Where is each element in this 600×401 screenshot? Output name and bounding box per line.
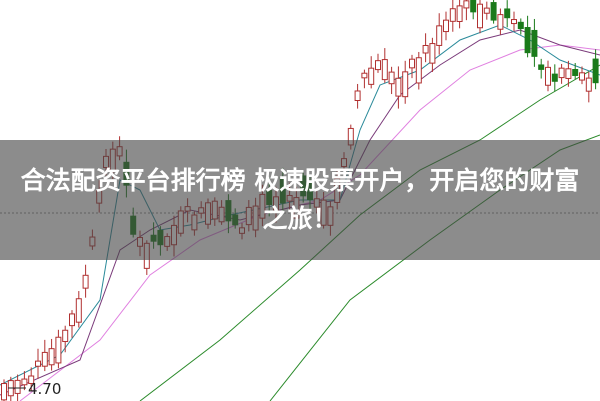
candle-body [483,7,490,14]
candle-body [558,67,565,79]
headline-banner: 合法配资平台排行榜 极速股票开户，开启您的财富 之旅！ [0,140,600,260]
candle-body [565,68,572,79]
candle-body [422,44,429,54]
candle-body [511,19,517,25]
candle-body [55,336,62,364]
candle-body [449,8,456,22]
candle-body [21,378,28,386]
low-price-label: 4.70 [28,380,62,398]
candle-body [48,348,55,366]
candle-body [504,8,511,19]
candle-body [82,274,89,289]
candle-body [35,360,41,367]
candle-body [463,0,470,9]
candle-body [524,27,531,54]
candle-body [375,60,381,71]
candle-body [381,59,388,81]
candle-body [517,21,524,30]
candle-body [592,58,599,84]
candle-body [402,71,409,98]
headline-line-2: 之旅！ [262,204,338,233]
candle-body [395,77,402,97]
candle-body [477,3,483,29]
candle-body [443,19,449,33]
candle-body [429,43,436,64]
candle-body [75,298,82,323]
candle-body [470,0,477,13]
candle-body [28,375,35,384]
candle-body [436,25,443,46]
candle-body [545,66,551,86]
candle-body [14,379,21,394]
candle-body [531,29,538,57]
candle-body [388,71,395,85]
candle-body [551,73,558,82]
candle-body [538,64,545,70]
candle-body [456,5,463,22]
headline-line-1: 合法配资平台排行榜 极速股票开户，开启您的财富 [20,166,580,195]
candle-body [69,313,75,327]
candle-body [415,57,422,84]
candle-body [409,58,415,69]
candle-body [497,14,504,30]
candle-body [572,69,579,76]
candle-body [368,67,375,85]
candle-body [579,72,585,81]
candle-body [354,90,361,102]
candle-body [361,72,368,79]
candle-body [1,383,7,401]
candle-body [490,2,497,21]
candle-body [62,329,69,343]
candle-body [41,351,48,367]
candle-body [585,77,592,92]
